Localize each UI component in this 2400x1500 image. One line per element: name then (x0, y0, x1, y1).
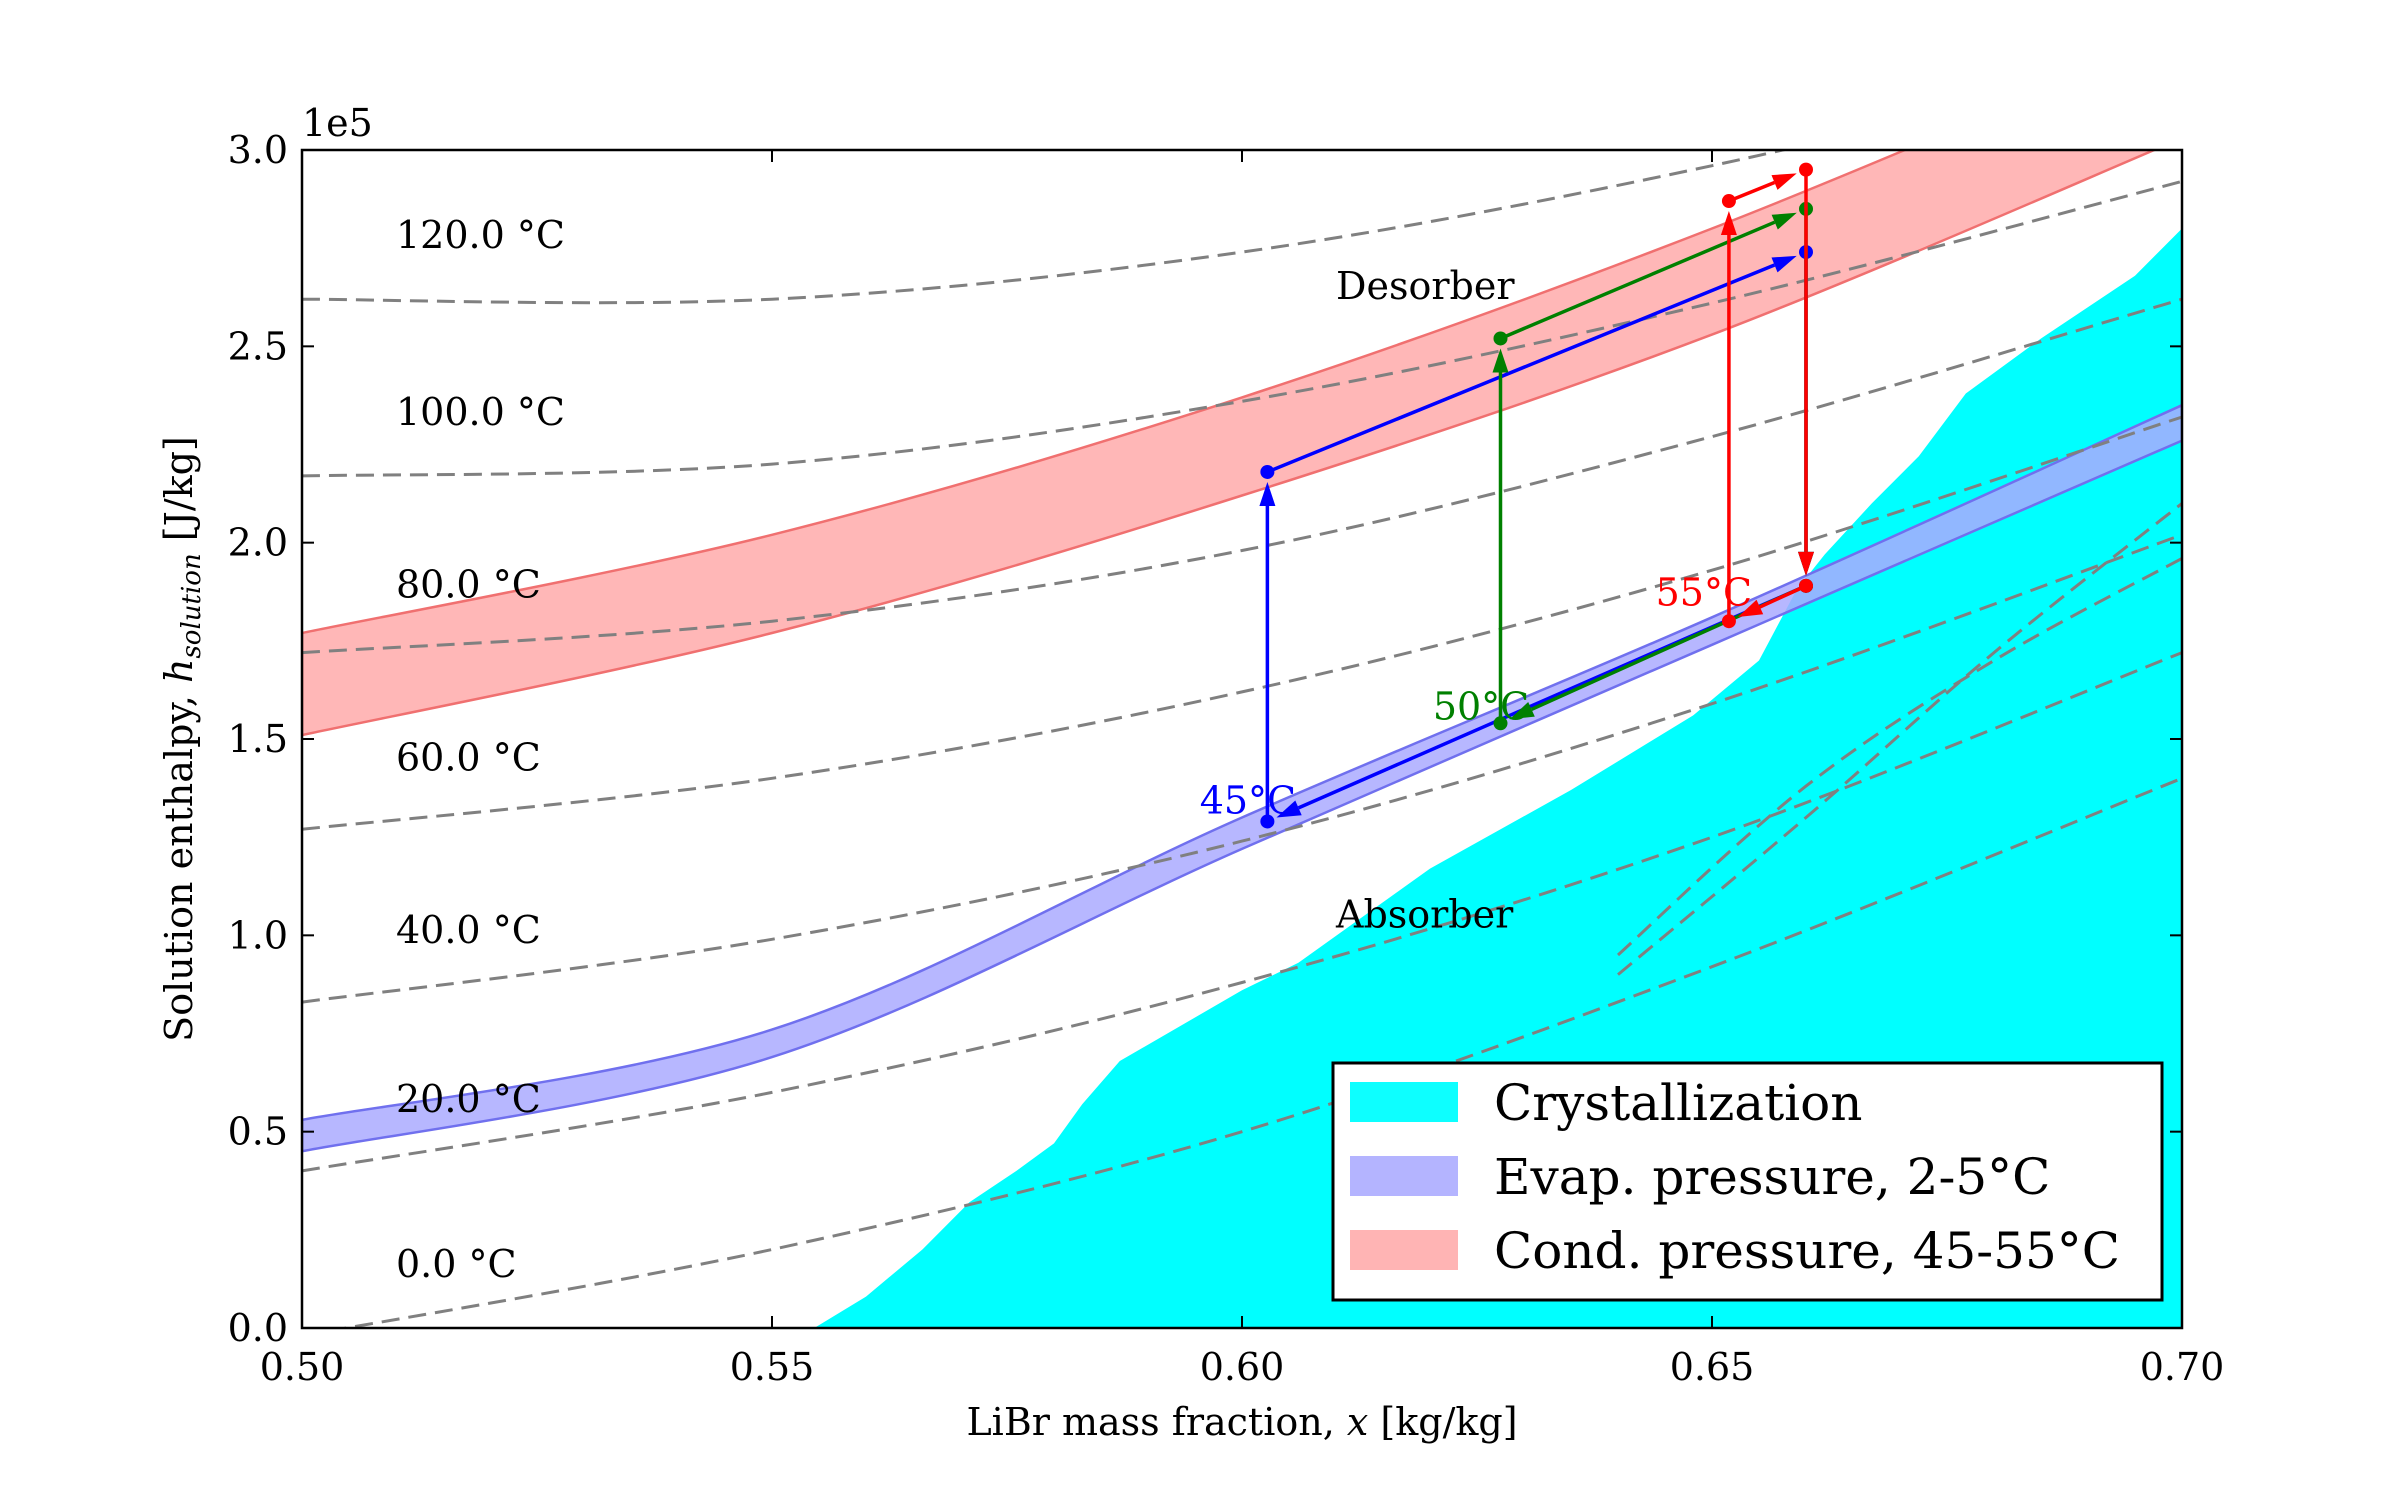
plot-area: 0.0 °C 20.0 °C 40.0 °C 60.0 °C 80.0 °C 100.0 … (302, 150, 2182, 1328)
y-tick-label: 1.0 (228, 913, 288, 957)
cycle-arrow-line (1266, 263, 1776, 474)
x-tick-label: 0.50 (260, 1345, 345, 1389)
y-axis-multiplier: 1e5 (302, 101, 373, 145)
isotherm-label: 100.0 °C (396, 390, 565, 434)
cycle-arrowhead (1798, 551, 1814, 576)
cycle-point (1799, 162, 1813, 177)
isotherm-label: 20.0 °C (396, 1077, 541, 1121)
cycle-point (1493, 331, 1508, 346)
cycle-arrow-line (1759, 584, 1807, 609)
isotherm-line (302, 297, 2182, 655)
crystallization-region (814, 228, 2182, 1328)
x-tick-label: 0.65 (1670, 1345, 1755, 1389)
isotherm-label: 40.0 °C (396, 908, 541, 952)
x-tick-label: 0.55 (730, 1345, 815, 1389)
cycle-arrowhead (1509, 702, 1535, 720)
y-tick-label: 0.0 (228, 1306, 288, 1350)
legend-label: Evap. pressure, 2-5°C (1494, 1148, 2050, 1206)
legend-swatch (1350, 1156, 1458, 1196)
cycle-arrow-line (1728, 180, 1776, 203)
isotherm-line (337, 776, 2182, 1328)
cycle-point (1493, 716, 1508, 731)
isotherm-line (302, 651, 2182, 1173)
isotherm-line (302, 533, 2182, 1004)
legend-label: Cond. pressure, 45-55°C (1494, 1222, 2120, 1280)
y-tick-label: 0.5 (228, 1110, 288, 1154)
region-label: Desorber (1336, 264, 1515, 308)
cycle-temperature-label: 50°C (1433, 684, 1529, 728)
x-axis-title: LiBr mass fraction, x [kg/kg] (966, 1400, 1517, 1444)
isotherm-label: 80.0 °C (396, 563, 541, 607)
legend-box (1331, 1061, 2164, 1302)
cycle-arrowhead (1276, 800, 1302, 818)
cycle-arrowhead (1771, 212, 1797, 230)
cycle-point (1721, 614, 1736, 629)
evap-pressure-band (302, 403, 2182, 1153)
cycle-point (1799, 578, 1813, 593)
x-tick-label: 0.70 (2140, 1345, 2225, 1389)
cycle-arrowhead (1259, 482, 1276, 506)
legend-label: Crystallization (1494, 1074, 1862, 1132)
y-axis-title: Solution enthalpy, hsolution [J/kg] (157, 436, 207, 1042)
y-tick-label: 3.0 (228, 128, 288, 172)
isotherm-line (1616, 557, 2182, 957)
isotherm-line (302, 150, 1790, 305)
cycle-arrowhead (1492, 348, 1509, 373)
y-tick-label: 2.5 (228, 324, 288, 368)
cycle-arrowhead (1738, 599, 1764, 617)
axes: 0.50 0.55 0.60 0.65 0.70 0.0 0.5 1.0 1.5 2.0 2.5 3.… (228, 128, 2225, 1389)
legend-swatch (1350, 1082, 1458, 1122)
isotherm-line (1617, 502, 2182, 976)
cycle-point (1260, 464, 1275, 479)
isotherm-label: 0.0 °C (396, 1242, 517, 1286)
cycle-temperature-label: 55°C (1656, 570, 1752, 614)
region-label: Absorber (1335, 892, 1514, 936)
legend: Crystallization Evap. pressure, 2-5°C Cond… (1331, 1061, 2164, 1302)
cycle-point (1721, 194, 1736, 209)
cycle-arrowhead (1771, 255, 1797, 273)
isotherm-line (302, 179, 2182, 478)
cycle-temperature-label: 45°C (1200, 779, 1296, 823)
y-tick-label: 2.0 (228, 521, 288, 565)
legend-swatch (1350, 1230, 1458, 1270)
isotherm-label: 120.0 °C (396, 213, 565, 257)
cycle-arrowhead (1720, 211, 1737, 235)
x-tick-label: 0.60 (1200, 1345, 1285, 1389)
isotherm-line (302, 415, 2182, 831)
cond-pressure-band (302, 150, 2158, 737)
cycle-arrowhead (1771, 173, 1797, 190)
y-tick-label: 1.5 (228, 717, 288, 761)
isotherm-label: 60.0 °C (396, 735, 541, 779)
cycle-point (1260, 814, 1275, 829)
